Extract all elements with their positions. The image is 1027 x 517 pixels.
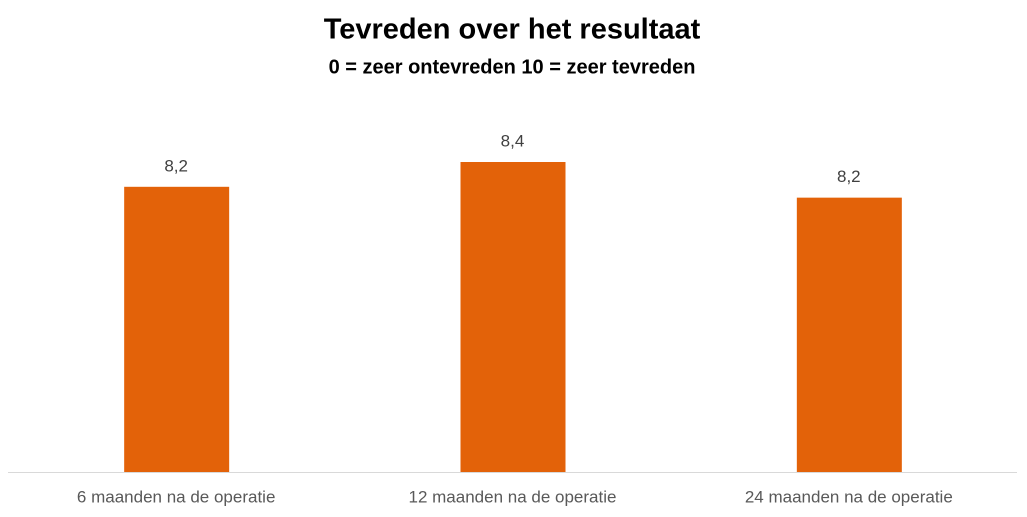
x-tick-label: 6 maanden na de operatie [77,487,276,506]
chart-title: Tevreden over het resultaat [324,14,701,46]
chart-subtitle: 0 = zeer ontevreden 10 = zeer tevreden [329,56,696,78]
bar [796,197,902,472]
x-tick-label: 24 maanden na de operatie [745,487,953,506]
bar [460,162,566,472]
value-label: 8,2 [164,156,188,175]
value-label: 8,2 [837,167,861,186]
value-label: 8,4 [501,131,525,150]
bar [124,186,230,473]
x-tick-label: 12 maanden na de operatie [409,487,617,506]
